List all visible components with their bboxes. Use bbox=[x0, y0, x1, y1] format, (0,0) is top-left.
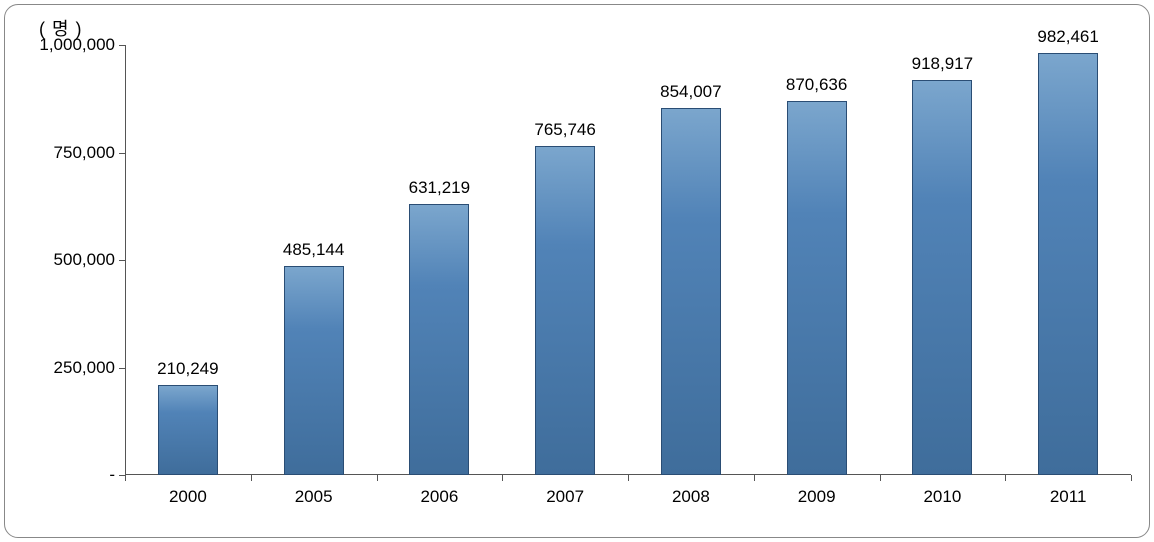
x-tick-mark bbox=[628, 475, 629, 481]
plot-area: -250,000500,000750,0001,000,000 210,2492… bbox=[125, 45, 1131, 475]
x-tick-mark bbox=[1131, 475, 1132, 481]
x-tick-mark bbox=[125, 475, 126, 481]
x-category-label: 2000 bbox=[128, 487, 248, 507]
bar-value-label: 918,917 bbox=[872, 54, 1012, 74]
bar bbox=[661, 108, 721, 475]
bar-value-label: 765,746 bbox=[495, 120, 635, 140]
chart-frame: ( 명 ) -250,000500,000750,0001,000,000 21… bbox=[4, 4, 1150, 538]
bar-value-label: 854,007 bbox=[621, 82, 761, 102]
bar-value-label: 982,461 bbox=[998, 27, 1138, 47]
y-tick-label: 1,000,000 bbox=[5, 35, 115, 55]
y-tick-label: - bbox=[5, 465, 115, 485]
bar-value-label: 631,219 bbox=[369, 178, 509, 198]
bar bbox=[409, 204, 469, 475]
y-tick-label: 750,000 bbox=[5, 143, 115, 163]
bar bbox=[787, 101, 847, 475]
x-category-label: 2006 bbox=[379, 487, 499, 507]
bar bbox=[1038, 53, 1098, 475]
x-tick-mark bbox=[754, 475, 755, 481]
x-tick-mark bbox=[1005, 475, 1006, 481]
bar bbox=[912, 80, 972, 475]
x-tick-mark bbox=[502, 475, 503, 481]
bar-value-label: 485,144 bbox=[244, 240, 384, 260]
bar bbox=[158, 385, 218, 475]
y-tick-label: 250,000 bbox=[5, 358, 115, 378]
x-category-label: 2007 bbox=[505, 487, 625, 507]
bar-value-label: 210,249 bbox=[118, 359, 258, 379]
x-category-label: 2008 bbox=[631, 487, 751, 507]
bar-value-label: 870,636 bbox=[747, 75, 887, 95]
x-category-label: 2005 bbox=[254, 487, 374, 507]
y-tick-label: 500,000 bbox=[5, 250, 115, 270]
bar bbox=[284, 266, 344, 475]
x-category-label: 2011 bbox=[1008, 487, 1128, 507]
x-tick-mark bbox=[377, 475, 378, 481]
x-tick-mark bbox=[880, 475, 881, 481]
x-category-label: 2009 bbox=[757, 487, 877, 507]
x-tick-mark bbox=[251, 475, 252, 481]
bar bbox=[535, 146, 595, 475]
x-category-label: 2010 bbox=[882, 487, 1002, 507]
bars-container: 210,2492000485,1442005631,2192006765,746… bbox=[125, 45, 1131, 475]
